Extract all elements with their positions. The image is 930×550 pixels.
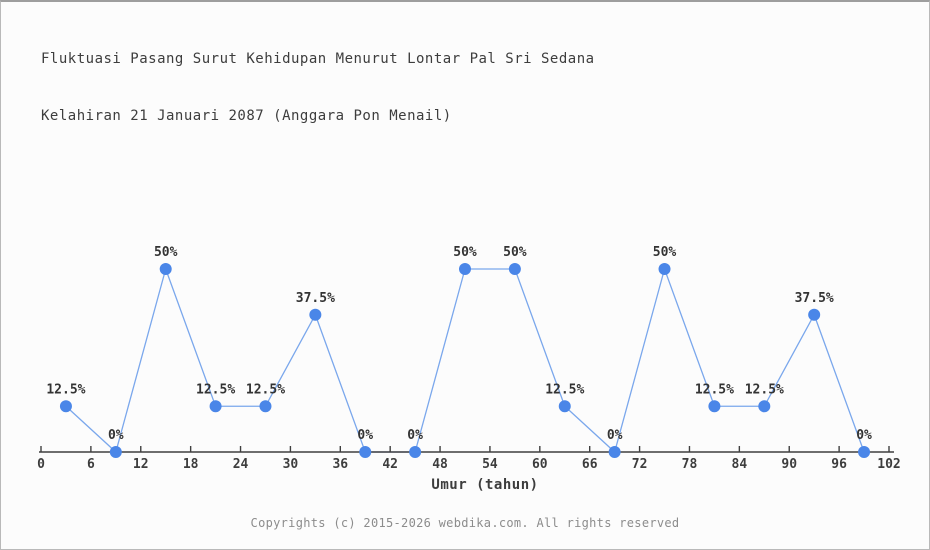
data-point-label: 37.5%	[296, 291, 335, 306]
chart-point	[558, 400, 571, 413]
data-point-label: 12.5%	[246, 382, 285, 397]
chart-point	[858, 446, 871, 458]
x-tick-label: 12	[133, 457, 149, 472]
x-tick-label: 72	[632, 457, 648, 472]
footer-copyright: Copyrights (c) 2015-2026 webdika.com. Al…	[250, 516, 680, 530]
chart-point	[359, 446, 372, 458]
data-point-label: 0%	[108, 428, 124, 443]
x-tick-label: 90	[781, 457, 797, 472]
chart-series-line	[65, 266, 865, 454]
chart-point	[508, 263, 521, 275]
chart-point	[109, 446, 122, 458]
x-tick-label: 84	[732, 457, 748, 472]
x-tick-label: 60	[532, 457, 548, 472]
chart-point	[209, 400, 222, 413]
chart-point	[708, 400, 721, 413]
chart-point	[259, 400, 272, 413]
data-point-label: 12.5%	[545, 382, 584, 397]
x-tick-label: 30	[283, 457, 299, 472]
chart-point	[59, 400, 72, 413]
x-tick-label: 54	[482, 457, 498, 472]
data-point-label: 12.5%	[196, 382, 235, 397]
data-point-label: 0%	[607, 428, 623, 443]
chart-title: Fluktuasi Pasang Surut Kehidupan Menurut…	[41, 12, 595, 164]
chart-point	[459, 263, 471, 275]
x-tick-label: 102	[877, 457, 900, 472]
data-point-label: 50%	[503, 245, 527, 260]
x-tick-label: 24	[233, 457, 249, 472]
data-point-label: 0%	[407, 428, 423, 443]
data-point-label: 37.5%	[795, 291, 834, 306]
data-point-label: 50%	[653, 245, 677, 260]
x-tick-label: 96	[831, 457, 847, 472]
x-tick-label: 36	[332, 457, 348, 472]
data-point-label: 50%	[453, 245, 477, 260]
data-point-label: 12.5%	[46, 382, 85, 397]
data-point-label: 50%	[154, 245, 178, 260]
chart-point	[409, 446, 422, 458]
chart-point	[758, 400, 771, 413]
x-axis-label: Umur (tahun)	[431, 477, 539, 493]
chart-point	[608, 446, 621, 458]
x-tick-label: 48	[432, 457, 448, 472]
chart-point	[658, 263, 671, 275]
chart-point	[309, 308, 322, 321]
chart-title-line2: Kelahiran 21 Januari 2087 (Anggara Pon M…	[41, 108, 452, 124]
data-point-label: 0%	[357, 428, 373, 443]
x-tick-label: 18	[183, 457, 199, 472]
x-tick-label: 42	[382, 457, 398, 472]
chart-point	[159, 263, 172, 275]
x-tick-label: 0	[37, 457, 45, 472]
data-point-label: 0%	[856, 428, 872, 443]
chart-point	[808, 308, 821, 321]
chart-title-line1: Fluktuasi Pasang Surut Kehidupan Menurut…	[41, 51, 595, 67]
x-tick-label: 6	[87, 457, 95, 472]
data-point-label: 12.5%	[695, 382, 734, 397]
x-tick-label: 66	[582, 457, 598, 472]
data-point-label: 12.5%	[745, 382, 784, 397]
x-tick-label: 78	[682, 457, 698, 472]
